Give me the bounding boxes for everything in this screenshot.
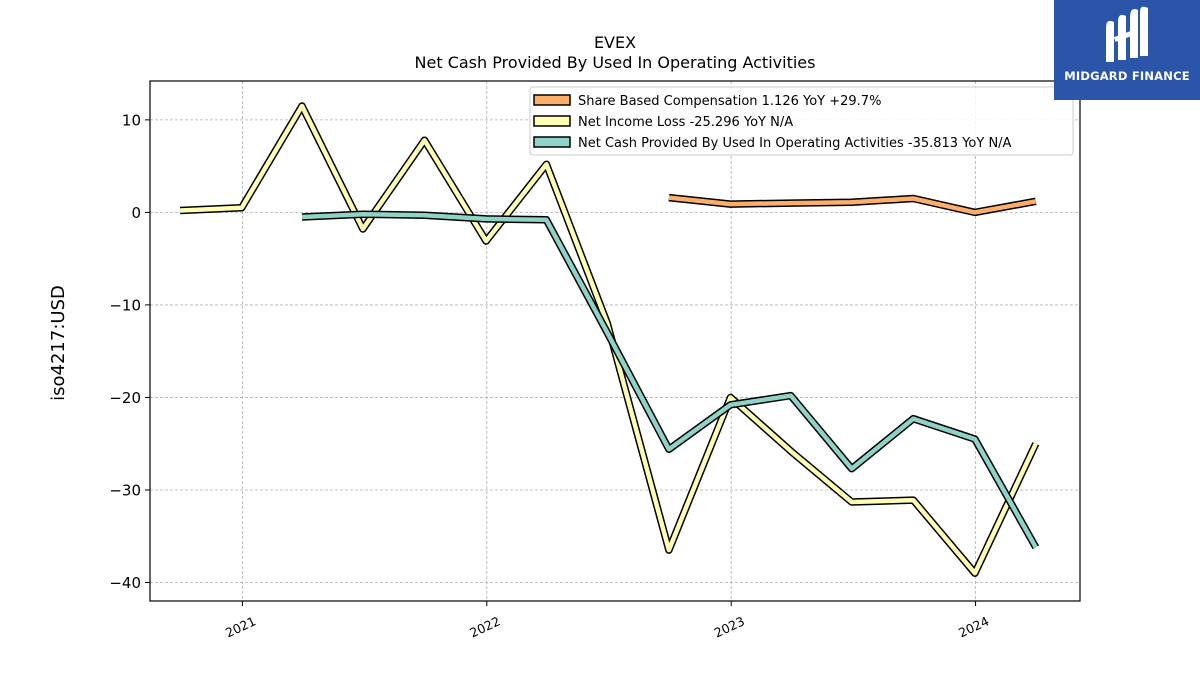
y-tick-label: −20: [109, 389, 141, 407]
x-axis-ticks: 2021 2022 2023 2024: [223, 601, 991, 640]
series-outline-net-cash-provided-by-used-in-operating-activities: [301, 210, 1040, 550]
brand-logo: MIDGARD FINANCE: [1054, 0, 1200, 100]
x-tick-label: 2023: [712, 613, 747, 640]
x-tick-label: 2021: [223, 613, 258, 640]
y-tick-label: −10: [109, 296, 141, 314]
legend-label: Net Cash Provided By Used In Operating A…: [578, 136, 1012, 151]
legend-swatch: [533, 136, 571, 148]
y-axis-ticks: 10 0 −10 −20 −30 −40: [109, 111, 150, 592]
legend-swatch: [533, 115, 571, 127]
x-tick-label: 2022: [467, 613, 502, 640]
series-line-net-cash-provided-by-used-in-operating-activities: [301, 211, 1038, 549]
legend-box: [529, 86, 1074, 156]
x-tick-label: 2024: [956, 613, 991, 640]
series-lines: [179, 102, 1040, 577]
series-line-share-based-compensation: [668, 195, 1037, 215]
logo-mark-icon: [1106, 6, 1148, 62]
y-tick-label: 0: [131, 204, 141, 222]
y-axis-label: iso4217:USD: [48, 285, 69, 401]
logo-text: MIDGARD FINANCE: [1064, 69, 1190, 83]
y-tick-label: −40: [109, 574, 141, 592]
legend-swatch: [533, 94, 571, 106]
y-tick-label: −30: [109, 481, 141, 499]
legend: Share Based Compensation 1.126 YoY +29.7…: [529, 86, 1074, 156]
legend-label: Net Income Loss -25.296 YoY N/A: [578, 115, 793, 130]
grid: [150, 81, 1080, 601]
chart-subtitle: Net Cash Provided By Used In Operating A…: [415, 53, 816, 72]
series-line-net-income-loss: [180, 103, 1038, 576]
y-tick-label: 10: [122, 111, 141, 129]
chart-title: EVEX: [594, 33, 636, 52]
legend-label: Share Based Compensation 1.126 YoY +29.7…: [578, 94, 881, 109]
plot-area: [149, 80, 1081, 602]
